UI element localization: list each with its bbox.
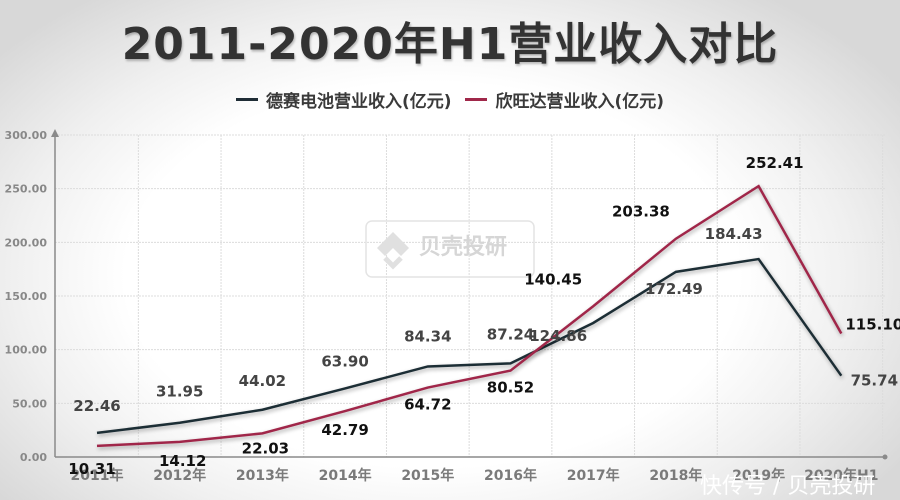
data-label: 44.02 — [239, 372, 286, 390]
watermark-text: 贝壳投研 — [419, 235, 507, 260]
y-tick-label: 0.00 — [20, 451, 47, 464]
legend-label-sunwoda: 欣旺达营业收入(亿元) — [495, 92, 664, 112]
data-label: 84.34 — [404, 327, 451, 345]
legend-item-desay: 德赛电池营业收入(亿元) — [235, 87, 452, 112]
data-label: 140.45 — [524, 270, 582, 288]
y-tick-label: 300.00 — [5, 129, 48, 142]
legend-item-sunwoda: 欣旺达营业收入(亿元) — [465, 87, 664, 112]
x-tick-label: 2016年 — [484, 467, 537, 484]
data-label: 10.31 — [68, 460, 115, 478]
data-label: 22.46 — [73, 397, 120, 415]
legend-swatch-desay — [235, 98, 258, 101]
data-label: 124.86 — [529, 327, 587, 345]
data-label: 14.12 — [159, 452, 206, 470]
series-line-sunwoda — [96, 184, 843, 448]
x-tick-label: 2012年 — [153, 467, 206, 484]
y-tick-label: 200.00 — [5, 236, 48, 249]
series-line-desay — [96, 257, 843, 435]
data-label: 64.72 — [404, 396, 451, 414]
x-tick-label: 2015年 — [401, 467, 454, 484]
legend-swatch-sunwoda — [465, 98, 488, 101]
x-tick-label: 2013年 — [236, 467, 289, 484]
data-label: 22.03 — [242, 439, 289, 457]
chart-legend: 德赛电池营业收入(亿元) 欣旺达营业收入(亿元) — [0, 86, 900, 112]
x-tick-label: 2019年 — [732, 467, 785, 484]
data-label: 115.10 — [845, 315, 900, 333]
data-label: 184.43 — [705, 225, 763, 243]
y-tick-label: 50.00 — [12, 397, 47, 410]
data-label: 75.74 — [851, 372, 898, 390]
data-label: 80.52 — [487, 379, 534, 397]
x-tick-label: 2014年 — [319, 467, 372, 484]
y-tick-label: 150.00 — [5, 290, 48, 303]
y-axis-ticks: 0.00 50.00 100.00 150.00 200.00 250.00 300.00 — [5, 129, 48, 464]
data-label: 172.49 — [645, 280, 703, 298]
data-label: 63.90 — [321, 352, 368, 370]
data-label: 87.24 — [487, 325, 534, 343]
legend-label-desay: 德赛电池营业收入(亿元) — [265, 92, 452, 112]
x-axis-ticks: 2011年 2012年 2013年 2014年 2015年 2016年 2017年 2018年… — [71, 467, 879, 484]
data-label: 42.79 — [321, 421, 368, 439]
footer-watermark: 快传号 / 贝壳投研 — [700, 474, 875, 499]
data-label: 252.41 — [746, 154, 804, 172]
data-label: 203.38 — [612, 203, 670, 221]
x-tick-label: 2011年 — [71, 467, 124, 484]
x-tick-label: 2020年H1 — [804, 467, 878, 484]
x-tick-label: 2018年 — [649, 467, 702, 484]
watermark-logo: 贝壳投研 — [365, 220, 535, 278]
y-tick-label: 100.00 — [5, 344, 48, 357]
axes — [51, 129, 888, 460]
x-tick-label: 2017年 — [567, 467, 620, 484]
data-label: 31.95 — [156, 383, 203, 401]
grid-lines — [55, 134, 885, 457]
series-lines — [96, 184, 843, 448]
chart-title: 2011-2020年H1营业收入对比 — [121, 19, 779, 70]
y-tick-label: 250.00 — [5, 183, 48, 196]
